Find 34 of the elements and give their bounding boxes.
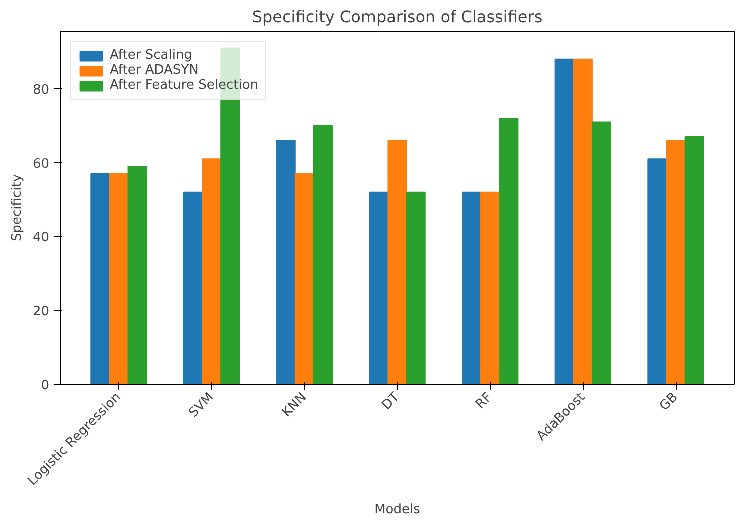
legend-label: After Scaling — [110, 48, 192, 63]
x-tick-label: GB — [657, 390, 682, 414]
x-axis-title: Models — [374, 502, 421, 518]
chart-title: Specificity Comparison of Classifiers — [252, 8, 543, 26]
bar — [462, 192, 482, 384]
y-tick-label: 0 — [41, 378, 50, 394]
bar — [313, 125, 334, 384]
bar — [406, 192, 426, 384]
y-tick-label: 60 — [32, 156, 50, 172]
bar — [183, 192, 204, 384]
bar — [554, 58, 574, 384]
bar — [109, 173, 129, 384]
y-tick-label: 20 — [32, 304, 50, 320]
bar — [573, 58, 593, 384]
y-tick-label: 80 — [32, 82, 50, 98]
legend-label: After Feature Selection — [110, 78, 259, 93]
bar — [202, 158, 222, 384]
bar — [648, 158, 668, 384]
bar — [276, 140, 296, 384]
bar — [499, 118, 519, 384]
legend-label: After ADASYN — [110, 63, 199, 78]
bar — [480, 192, 500, 384]
x-tick-label: DT — [380, 390, 403, 414]
bar — [128, 166, 148, 384]
bar — [388, 140, 408, 384]
y-axis-title: Specificity — [10, 174, 25, 242]
bar — [666, 140, 686, 384]
bar — [592, 122, 612, 384]
x-tick-label: RF — [473, 390, 496, 412]
y-tick-label: 40 — [32, 230, 50, 246]
bar — [90, 173, 110, 384]
bar — [369, 192, 389, 384]
bar — [684, 136, 704, 384]
bar — [294, 173, 314, 384]
